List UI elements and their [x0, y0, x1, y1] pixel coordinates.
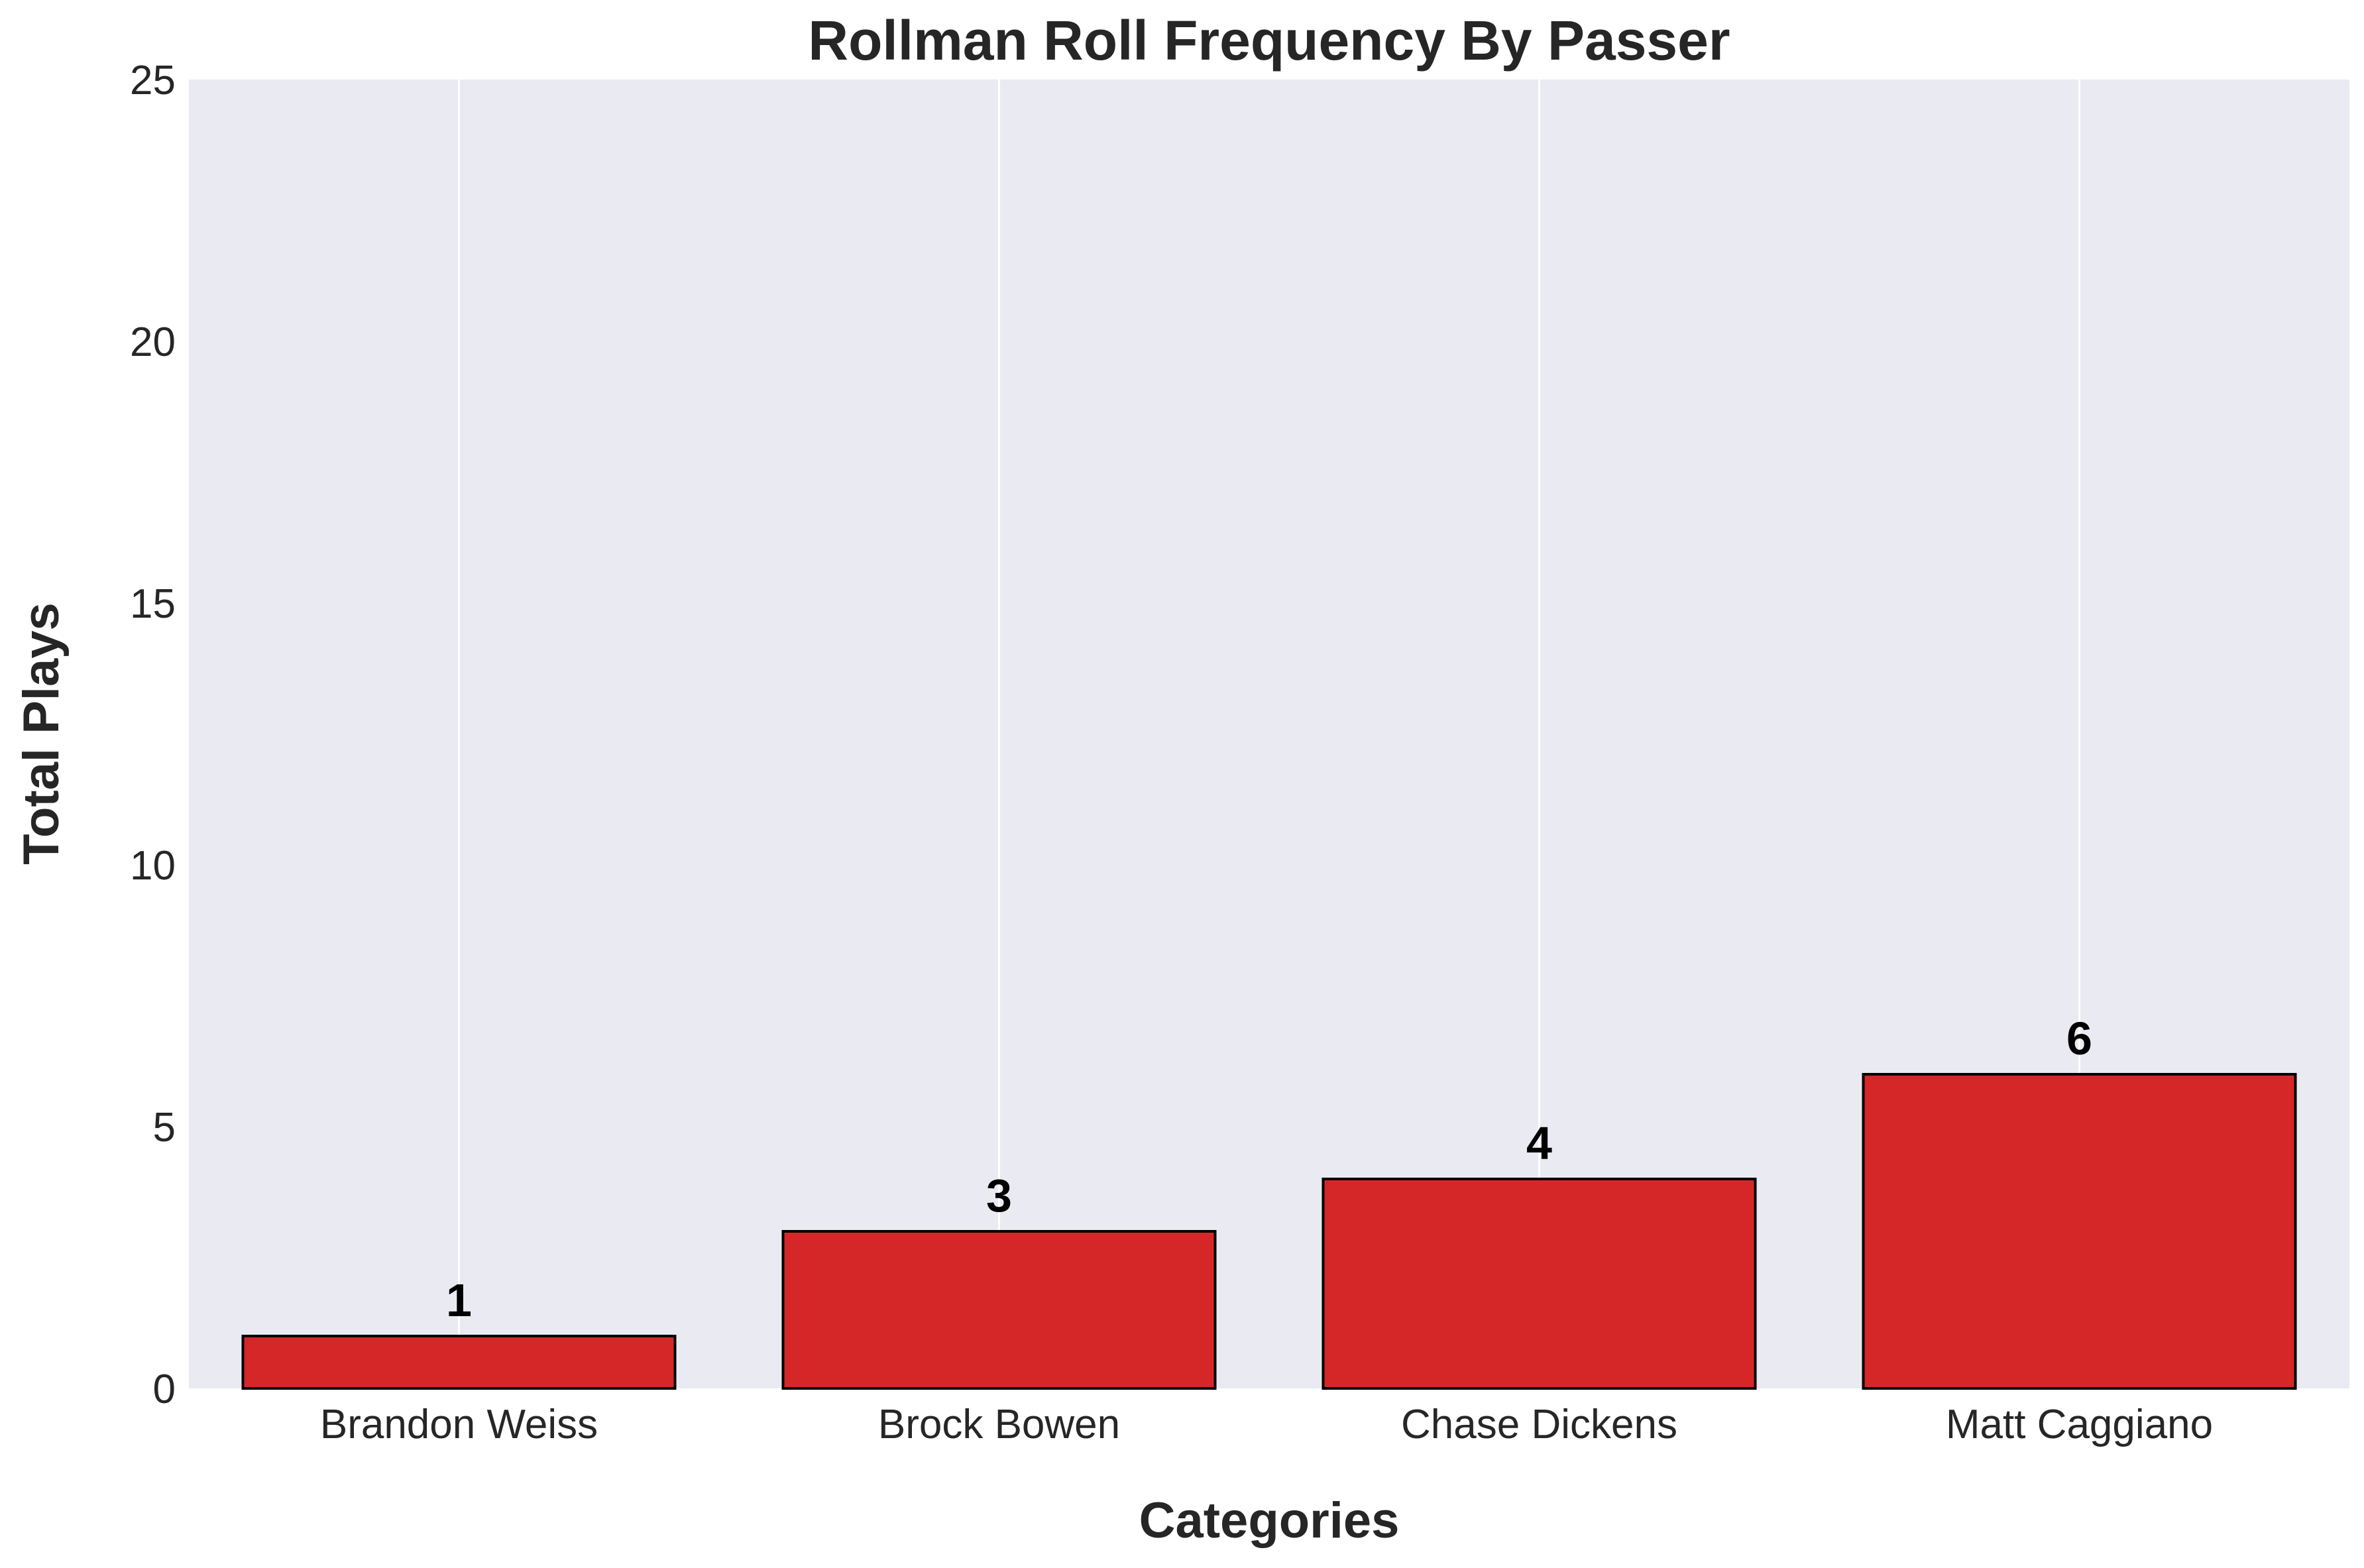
data-labels: 1 3 4 6 [446, 1013, 2092, 1326]
grid-lines [458, 80, 2080, 1388]
x-axis-label: Categories [1139, 1492, 1400, 1549]
bar [781, 1230, 1217, 1390]
bar [1322, 1178, 1757, 1390]
bar-value-label: 3 [986, 1170, 1012, 1221]
bar-value-label: 1 [446, 1274, 472, 1326]
y-tick-label: 5 [153, 1105, 176, 1150]
bar [1862, 1073, 2297, 1390]
x-tick-label: Matt Caggiano [1946, 1402, 2213, 1447]
y-tick-label: 20 [130, 319, 176, 365]
chart-title: Rollman Roll Frequency By Passer [808, 9, 1730, 72]
x-axis-ticks: Brandon Weiss Brock Bowen Chase Dickens Mat… [320, 1402, 2213, 1447]
x-tick-label: Brock Bowen [878, 1402, 1120, 1447]
y-axis-ticks: 0 5 10 15 20 25 [130, 58, 176, 1412]
bar [241, 1335, 677, 1390]
y-tick-label: 15 [130, 581, 176, 627]
bars [241, 1073, 2297, 1390]
y-tick-label: 0 [153, 1367, 176, 1412]
x-tick-label: Brandon Weiss [320, 1402, 598, 1447]
y-tick-label: 25 [130, 58, 176, 103]
bar-value-label: 4 [1526, 1117, 1552, 1169]
bar-value-label: 6 [2066, 1013, 2092, 1064]
y-axis-label: Total Plays [13, 602, 70, 865]
y-tick-label: 10 [130, 843, 176, 889]
x-tick-label: Chase Dickens [1401, 1402, 1677, 1447]
